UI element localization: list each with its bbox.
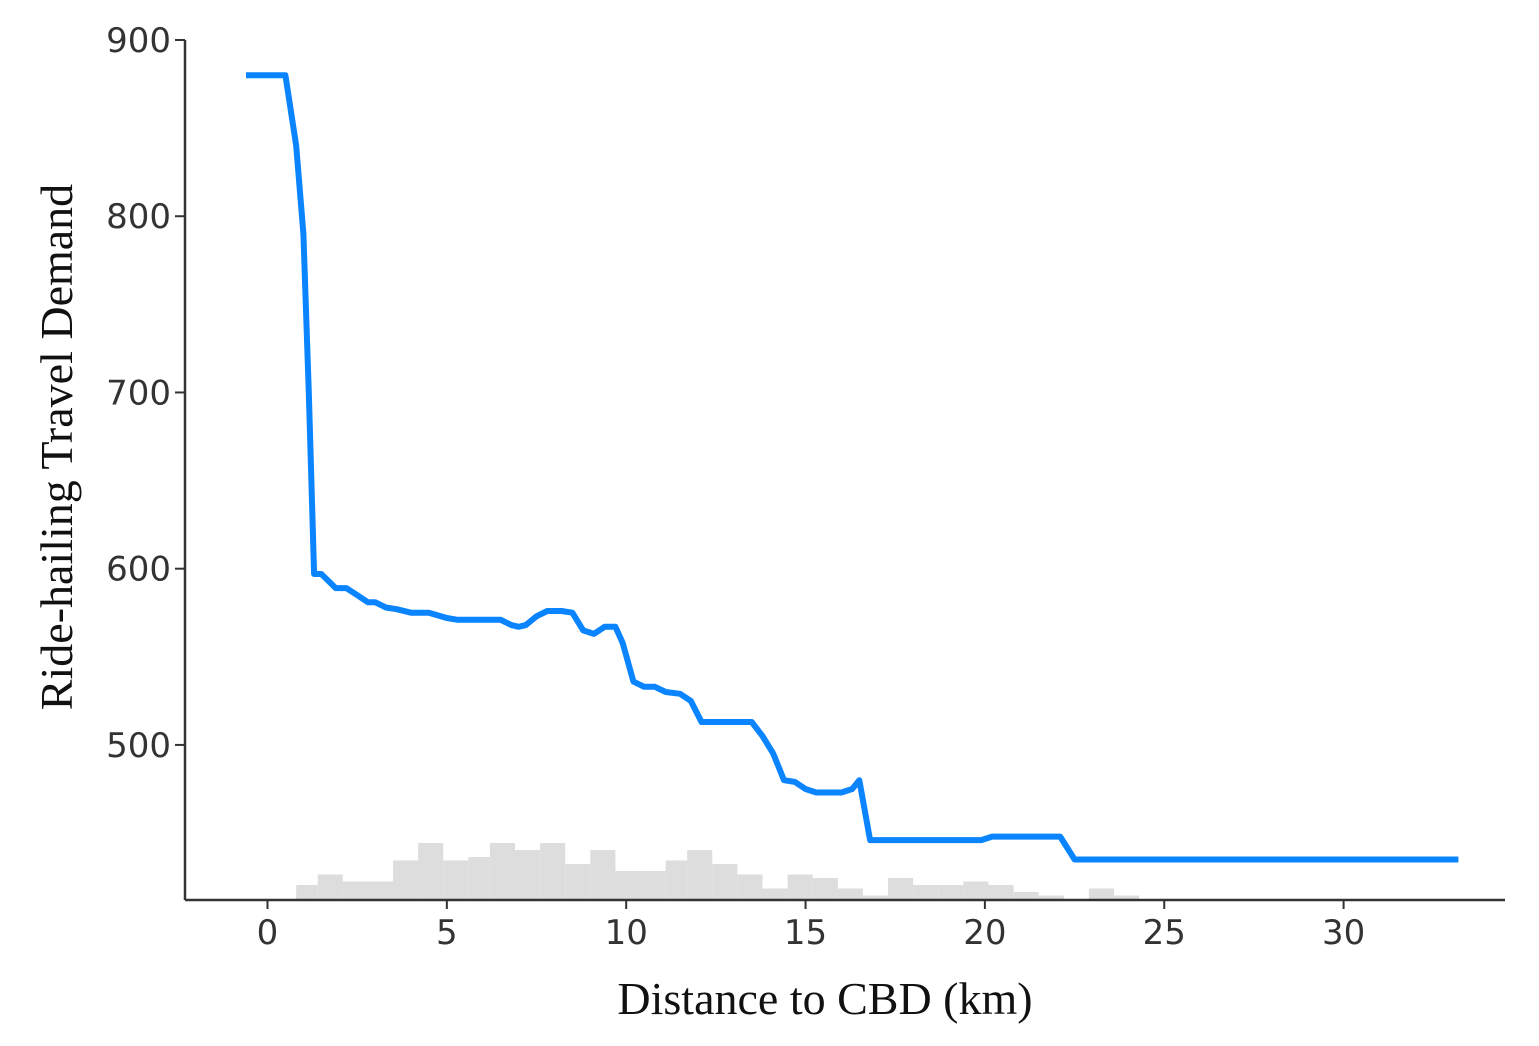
- y-axis-title: Ride-hailing Travel Demand: [31, 184, 82, 710]
- y-tick-label: 500: [106, 726, 171, 766]
- histogram-bar: [1013, 892, 1039, 899]
- histogram-bar: [963, 881, 989, 899]
- histogram-bar: [296, 885, 318, 899]
- histogram-bar: [418, 843, 444, 899]
- x-tick-label: 25: [1143, 913, 1186, 953]
- histogram-bar: [393, 860, 419, 899]
- y-tick-label: 700: [106, 373, 171, 413]
- x-tick-label: 30: [1322, 913, 1365, 953]
- y-ticks: 500 600 700 800 900: [106, 21, 185, 766]
- x-ticks: 0 5 10 15 20 25 30: [257, 900, 1365, 953]
- histogram-bar: [615, 871, 641, 899]
- histogram-bar: [862, 895, 889, 899]
- x-tick-label: 5: [436, 913, 458, 953]
- histogram-bar: [342, 881, 368, 899]
- histogram-bar: [837, 888, 863, 899]
- histogram-bar: [787, 874, 813, 899]
- histogram: [296, 843, 1140, 899]
- histogram-bar: [737, 874, 763, 899]
- histogram-bar: [938, 885, 964, 899]
- axes: [183, 40, 1505, 902]
- demand-line: [246, 72, 1459, 863]
- x-tick-label: 10: [605, 913, 648, 953]
- histogram-bar: [367, 881, 394, 899]
- histogram-bar: [640, 871, 666, 899]
- histogram-bar: [515, 850, 541, 899]
- histogram-bar: [988, 885, 1014, 899]
- histogram-bar: [590, 850, 616, 899]
- histogram-bar: [888, 878, 914, 899]
- y-tick-label: 900: [106, 21, 171, 61]
- histogram-bar: [540, 843, 566, 899]
- histogram-bar: [665, 860, 688, 899]
- y-tick-label: 600: [106, 550, 171, 590]
- histogram-bar: [443, 860, 469, 899]
- histogram-bar: [687, 850, 713, 899]
- histogram-bar: [712, 864, 738, 899]
- histogram-bar: [1038, 895, 1064, 899]
- histogram-bar: [913, 885, 939, 899]
- x-tick-label: 20: [963, 913, 1006, 953]
- histogram-bar: [1114, 895, 1140, 899]
- histogram-bar: [317, 874, 343, 899]
- x-tick-label: 0: [257, 913, 279, 953]
- histogram-bar: [812, 878, 838, 899]
- histogram-bar: [762, 888, 788, 899]
- y-tick-label: 800: [106, 197, 171, 237]
- histogram-bar: [1088, 888, 1115, 899]
- x-tick-label: 15: [784, 913, 827, 953]
- histogram-bar: [468, 857, 490, 899]
- histogram-bar: [565, 864, 591, 899]
- x-axis-title: Distance to CBD (km): [617, 973, 1032, 1024]
- histogram-bar: [489, 843, 515, 899]
